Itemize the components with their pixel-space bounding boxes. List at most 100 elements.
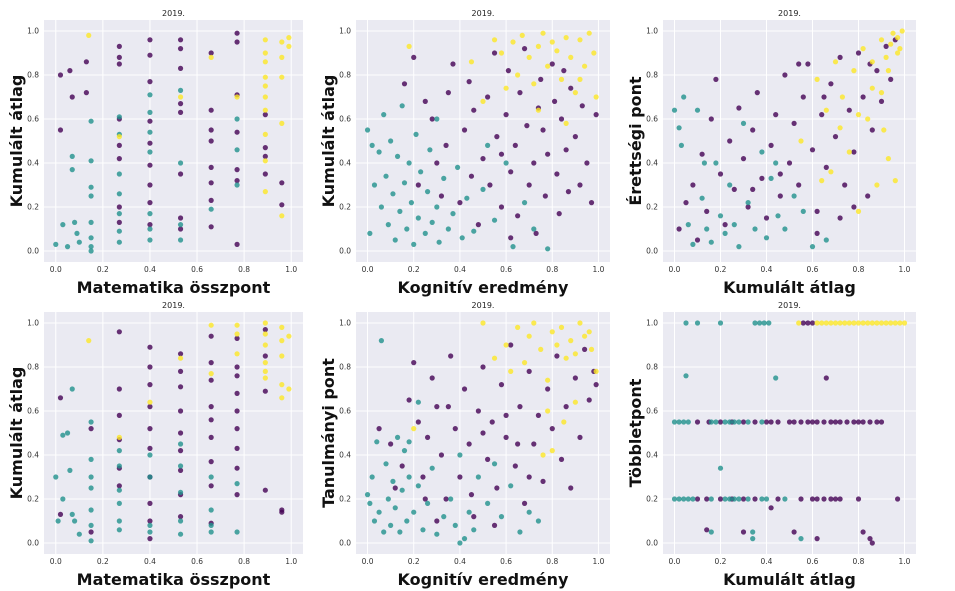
data-point [533, 230, 539, 236]
data-point [699, 151, 705, 157]
data-point [491, 37, 498, 43]
data-point [752, 419, 758, 425]
data-point [681, 496, 687, 502]
data-point [234, 182, 240, 188]
x-axis-label: Kumulált átlag [723, 278, 856, 297]
data-point [775, 496, 781, 502]
data-point [554, 353, 560, 359]
plot-area [663, 20, 916, 262]
x-tick-label: 0.0 [50, 265, 62, 274]
data-point [147, 399, 153, 405]
data-point [819, 178, 825, 184]
x-tick-label: 1.0 [592, 265, 604, 274]
data-point [814, 230, 820, 236]
data-point [262, 74, 268, 80]
data-point [434, 404, 440, 410]
data-point [147, 182, 153, 188]
data-point [60, 222, 66, 228]
data-point [708, 116, 714, 122]
data-point [542, 193, 548, 199]
data-point [88, 538, 94, 544]
data-point [754, 90, 760, 96]
data-point [878, 90, 885, 96]
data-point [508, 169, 514, 175]
data-point [480, 430, 486, 436]
data-point [88, 507, 94, 513]
data-point [731, 419, 737, 425]
data-point [83, 59, 89, 65]
data-point [378, 338, 384, 344]
data-point [76, 531, 82, 537]
data-point [177, 37, 184, 43]
data-point [234, 364, 240, 370]
y-tick-label: 0.4 [339, 451, 351, 460]
data-point [814, 496, 820, 502]
data-point [208, 206, 214, 212]
data-point [883, 54, 889, 61]
data-point [455, 164, 461, 170]
data-point [262, 353, 268, 359]
subplot-title: 2019. [162, 9, 185, 18]
data-point [683, 373, 689, 379]
data-point [768, 142, 774, 148]
data-point [752, 496, 758, 502]
data-point [837, 215, 843, 221]
data-point [798, 536, 804, 542]
data-point [855, 112, 862, 118]
data-point [86, 338, 92, 344]
data-point [69, 386, 75, 392]
data-point [498, 50, 505, 56]
data-point [88, 219, 94, 225]
data-point [540, 30, 546, 36]
data-point [572, 399, 578, 405]
data-point [491, 217, 498, 223]
data-point [897, 46, 903, 52]
data-point [234, 94, 240, 100]
data-point [508, 368, 514, 374]
data-point [860, 320, 866, 326]
data-point [177, 65, 184, 71]
y-tick-label: 0.0 [27, 247, 39, 256]
y-tick-label: 0.6 [339, 115, 351, 124]
data-point [588, 346, 595, 352]
data-point [208, 529, 214, 535]
data-point [526, 368, 532, 374]
data-point [837, 320, 843, 326]
data-point [385, 496, 391, 502]
y-tick-label: 0.0 [27, 539, 39, 548]
data-point [832, 134, 839, 140]
data-point [545, 63, 551, 69]
data-point [874, 320, 880, 326]
y-tick-label: 0.2 [646, 203, 658, 212]
data-point [690, 496, 696, 502]
data-point [420, 474, 426, 480]
x-tick-label: 0.0 [362, 265, 374, 274]
x-tick-label: 1.0 [285, 265, 297, 274]
data-point [147, 226, 153, 232]
x-tick-label: 0.2 [715, 557, 727, 566]
data-point [704, 527, 710, 533]
data-point [561, 419, 567, 425]
data-point [147, 500, 153, 506]
data-point [828, 496, 834, 502]
data-point [262, 487, 268, 493]
data-point [369, 474, 375, 480]
data-point [88, 244, 94, 250]
data-point [883, 320, 889, 326]
x-tick-label: 1.0 [899, 265, 911, 274]
x-tick-label: 0.8 [238, 557, 250, 566]
data-point [577, 320, 583, 326]
data-point [759, 149, 765, 155]
data-point [438, 452, 445, 458]
data-point [498, 151, 505, 157]
data-point [262, 342, 268, 348]
data-point [855, 419, 862, 425]
data-point [64, 430, 71, 436]
data-point [147, 118, 153, 124]
y-tick-label: 1.0 [27, 27, 39, 36]
data-point [681, 419, 687, 425]
data-point [177, 430, 184, 436]
data-point [867, 536, 873, 542]
data-point [517, 90, 523, 96]
data-point [701, 160, 708, 166]
